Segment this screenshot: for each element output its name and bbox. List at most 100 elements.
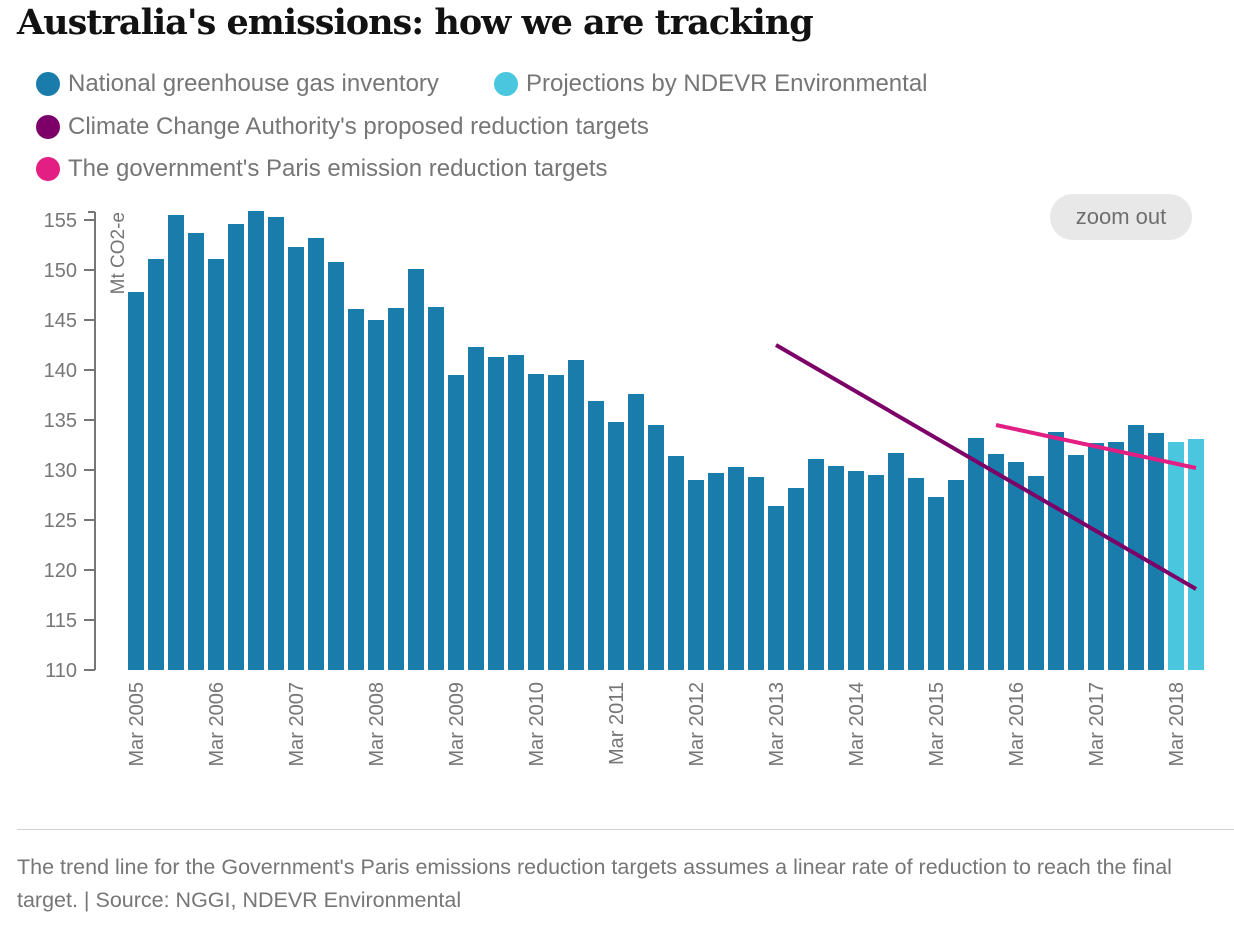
bar-jun-2017 [1108, 442, 1124, 670]
legend-label: Climate Change Authority's proposed redu… [68, 113, 649, 140]
y-axis-title: Mt CO2-e [108, 212, 129, 294]
bar-dec-2017 [1148, 433, 1164, 670]
y-tick-label: 110 [45, 660, 77, 682]
x-tick-label: Mar 2017 [1086, 682, 1108, 767]
x-tick-label: Mar 2011 [606, 682, 628, 765]
legend-item-cca-targets: Climate Change Authority's proposed redu… [36, 113, 649, 141]
y-tick-label: 135 [44, 410, 77, 432]
bar-mar-2006 [208, 259, 224, 670]
x-tick-label: Mar 2015 [926, 682, 948, 767]
bar-mar-2012 [688, 480, 704, 670]
x-tick-label: Mar 2009 [446, 682, 468, 767]
bar-jun-2016 [1028, 476, 1044, 670]
y-tick-label: 150 [44, 260, 77, 282]
bar-sep-2016 [1048, 432, 1064, 670]
x-tick-label: Mar 2005 [126, 682, 148, 767]
x-tick-label: Mar 2016 [1006, 682, 1028, 767]
paris-target-line [995, 423, 1197, 470]
bar-sep-2009 [488, 357, 504, 670]
bar-dec-2014 [908, 478, 924, 670]
legend-label: Projections by NDEVR Environmental [526, 70, 928, 97]
zoom-out-button[interactable]: zoom out [1050, 194, 1192, 240]
bar-sep-2014 [888, 453, 904, 670]
legend-circle-icon [36, 115, 60, 139]
bar-sep-2011 [648, 425, 664, 670]
x-tick-label: Mar 2007 [286, 682, 308, 767]
bar-sep-2017 [1128, 425, 1144, 670]
bar-dec-2005 [188, 233, 204, 670]
bar-dec-2006 [268, 217, 284, 670]
bar-jun-2009 [468, 347, 484, 670]
x-tick-label: Mar 2014 [846, 682, 868, 767]
bar-jun-2014 [868, 475, 884, 670]
bar-jun-2010 [548, 375, 564, 670]
cca-target-line [774, 343, 1198, 591]
x-tick-label: Mar 2008 [366, 682, 388, 767]
x-tick-label: Mar 2006 [206, 682, 228, 767]
legend-label: The government's Paris emission reductio… [68, 155, 608, 182]
x-tick-label: Mar 2018 [1166, 682, 1188, 767]
legend-item-paris-targets: The government's Paris emission reductio… [36, 155, 608, 183]
legend-circle-icon [36, 72, 60, 96]
bar-sep-2006 [248, 211, 264, 670]
bar-mar-2018 [1168, 442, 1184, 670]
bar-jun-2015 [948, 480, 964, 670]
x-tick-label: Mar 2010 [526, 682, 548, 767]
bar-mar-2010 [528, 374, 544, 670]
bar-mar-2005 [128, 292, 144, 670]
bar-sep-2013 [808, 459, 824, 670]
lines-layer [774, 343, 1198, 591]
bar-dec-2010 [588, 401, 604, 670]
bar-dec-2008 [428, 307, 444, 670]
bar-jun-2005 [148, 259, 164, 670]
chart-title: Australia's emissions: how we are tracki… [17, 2, 814, 43]
bar-jun-2006 [228, 224, 244, 670]
y-tick-label: 145 [44, 310, 77, 332]
bar-dec-2012 [748, 477, 764, 670]
x-tick-label: Mar 2012 [686, 682, 708, 767]
bar-dec-2009 [508, 355, 524, 670]
bar-jun-2018 [1188, 439, 1204, 670]
bar-sep-2005 [168, 215, 184, 670]
bar-dec-2015 [988, 454, 1004, 670]
x-axis: Mar 2005 Mar 2006 Mar 2007 Mar 2008 Mar 2009… [126, 682, 1188, 767]
bar-dec-2007 [348, 309, 364, 670]
bar-dec-2013 [828, 466, 844, 670]
bar-sep-2007 [328, 262, 344, 670]
y-tick-label: 120 [44, 560, 77, 582]
bar-mar-2011 [608, 422, 624, 670]
bar-sep-2012 [728, 467, 744, 670]
legend-item-inventory: National greenhouse gas inventory [36, 70, 439, 98]
y-tick-label: 115 [45, 610, 77, 632]
y-tick-label: 155 [44, 210, 77, 232]
legend-item-projections: Projections by NDEVR Environmental [494, 70, 928, 98]
bar-sep-2015 [968, 438, 984, 670]
bar-mar-2007 [288, 247, 304, 670]
footnote: The trend line for the Government's Pari… [17, 855, 1172, 912]
bar-mar-2014 [848, 471, 864, 670]
bar-jun-2012 [708, 473, 724, 670]
legend-circle-icon [494, 72, 518, 96]
y-tick-label: 125 [44, 510, 77, 532]
bar-mar-2008 [368, 320, 384, 670]
bar-jun-2013 [788, 488, 804, 670]
bar-mar-2015 [928, 497, 944, 670]
y-tick-label: 140 [44, 360, 77, 382]
emissions-chart: 110 115 120 125 130 135 140 145 150 155 Mt CO2-e M… [44, 210, 1204, 767]
x-tick-label: Mar 2013 [766, 682, 788, 767]
bar-mar-2016 [1008, 462, 1024, 670]
bar-jun-2008 [388, 308, 404, 670]
y-tick-label: 130 [44, 460, 77, 482]
legend-circle-icon [36, 157, 60, 181]
divider [17, 829, 1234, 830]
y-axis: 110 115 120 125 130 135 140 145 150 155 Mt CO2-e [44, 210, 129, 682]
bar-sep-2008 [408, 269, 424, 670]
bar-dec-2016 [1068, 455, 1084, 670]
bar-dec-2011 [668, 456, 684, 670]
bars-layer [128, 211, 1204, 670]
bar-sep-2010 [568, 360, 584, 670]
bar-mar-2017 [1088, 443, 1104, 670]
bar-mar-2013 [768, 506, 784, 670]
legend-label: National greenhouse gas inventory [68, 70, 439, 97]
bar-jun-2011 [628, 394, 644, 670]
